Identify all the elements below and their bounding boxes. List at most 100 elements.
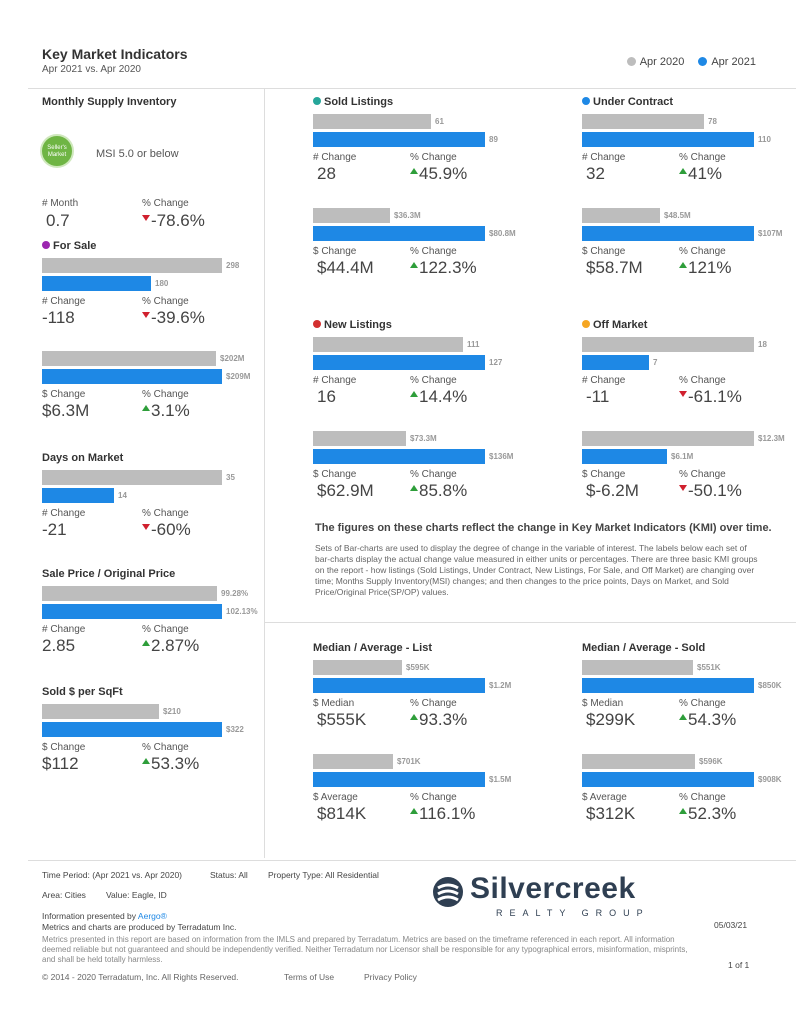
off-market-count-curr-label: 7 — [653, 358, 658, 367]
for-sale-dollars-curr-label: $209M — [226, 372, 251, 381]
for-sale-dollars-m1-label: $ Change — [42, 389, 86, 400]
legend-label: Apr 2021 — [711, 56, 756, 68]
terms-link[interactable]: Terms of Use — [284, 972, 335, 982]
down-arrow-icon — [679, 391, 687, 397]
up-arrow-icon — [410, 808, 418, 814]
sqft-title: Sold $ per SqFt — [42, 686, 123, 698]
under-contract-count-prev-bar — [582, 114, 704, 129]
for-sale-count-m1-value: -118 — [42, 308, 75, 327]
new-listings-dollars-prev-bar — [313, 431, 406, 446]
spop-title: Sale Price / Original Price — [42, 568, 176, 580]
silvercreek-logo: Silvercreek REALTY GROUP — [432, 872, 692, 922]
for-sale-count-m2-label: % Change — [142, 296, 189, 307]
for-sale-count-prev-label: 298 — [226, 261, 240, 270]
privacy-link[interactable]: Privacy Policy — [364, 972, 417, 982]
page-number: 1 of 1 — [728, 960, 750, 970]
sqft-curr-bar — [42, 722, 222, 737]
up-arrow-icon — [679, 714, 687, 720]
new-listings-dollars-prev-label: $73.3M — [410, 434, 437, 443]
sold-dollars-curr-bar — [313, 226, 485, 241]
sold-count-m2-label: % Change — [410, 152, 457, 163]
down-arrow-icon — [142, 524, 150, 530]
footer-property-type: Property Type: All Residential — [268, 870, 379, 880]
sold-dollars-curr-label: $80.8M — [489, 229, 516, 238]
list-price-median-curr-bar — [313, 678, 485, 693]
msi-change-label: % Change — [142, 198, 189, 209]
under-contract-title: Under Contract — [582, 96, 673, 108]
new-listings-dollars-m2-value: 85.8% — [410, 481, 467, 501]
list-price-average-prev-label: $701K — [397, 757, 421, 766]
dom-m1-label: # Change — [42, 508, 86, 519]
section-dot-icon — [313, 97, 321, 105]
section-dot-icon — [582, 97, 590, 105]
for-sale-count-curr-label: 180 — [155, 279, 169, 288]
report-page: Key Market Indicators Apr 2021 vs. Apr 2… — [28, 38, 796, 990]
sqft-prev-bar — [42, 704, 159, 719]
list-price-average-m2-label: % Change — [410, 792, 457, 803]
silvercreek-logo-icon — [433, 877, 463, 907]
footer-disclaimer: Metrics presented in this report are bas… — [42, 935, 688, 964]
sold-price-median-curr-label: $850K — [758, 681, 782, 690]
up-arrow-icon — [142, 758, 150, 764]
off-market-count-m1-value: -11 — [586, 387, 610, 406]
sold-price-average-m1-value: $312K — [586, 804, 636, 823]
off-market-count-m2-value: -61.1% — [679, 387, 742, 407]
under-contract-count-curr-label: 110 — [758, 135, 771, 144]
off-market-count-m1-label: # Change — [582, 375, 626, 386]
logo-name: Silvercreek — [470, 872, 636, 905]
sold-price-median-curr-bar — [582, 678, 754, 693]
new-listings-dollars-m2-label: % Change — [410, 469, 457, 480]
under-contract-count-m1-label: # Change — [582, 152, 626, 163]
list-price-average-m2-value: 116.1% — [410, 804, 475, 824]
sold-price-median-m2-value: 54.3% — [679, 710, 736, 730]
footer-produced-by: Metrics and charts are produced by Terra… — [42, 922, 237, 932]
dom-title: Days on Market — [42, 452, 124, 464]
sold-count-prev-label: 61 — [435, 117, 444, 126]
footer-presented-by: Information presented by Aergo® — [42, 911, 167, 921]
up-arrow-icon — [142, 405, 150, 411]
sqft-prev-label: $210 — [163, 707, 181, 716]
new-listings-count-curr-label: 127 — [489, 358, 503, 367]
sold-title: Sold Listings — [313, 96, 393, 108]
spop-m2-label: % Change — [142, 624, 189, 635]
sold-dollars-m2-label: % Change — [410, 246, 457, 257]
under-contract-dollars-m1-value: $58.7M — [586, 258, 643, 277]
under-contract-dollars-m1-label: $ Change — [582, 246, 626, 257]
spop-prev-label: 99.28% — [221, 589, 249, 598]
report-date: 05/03/21 — [714, 920, 748, 930]
down-arrow-icon — [142, 312, 150, 318]
up-arrow-icon — [410, 714, 418, 720]
under-contract-dollars-m2-value: 121% — [679, 258, 731, 278]
for-sale-dollars-prev-bar — [42, 351, 216, 366]
sold-count-curr-label: 89 — [489, 135, 498, 144]
msi-label: MSI 5.0 or below — [96, 148, 179, 160]
aergo-link[interactable]: Aergo® — [137, 911, 167, 921]
sold-price-average-m1-label: $ Average — [582, 792, 627, 803]
spop-curr-bar — [42, 604, 222, 619]
legend-dot — [626, 57, 636, 66]
sold-price-title: Median / Average - Sold — [582, 642, 706, 654]
new-listings-count-m2-label: % Change — [410, 375, 457, 386]
msi-title: Monthly Supply Inventory — [42, 96, 177, 108]
legend-item-curr: Apr 2021 — [698, 56, 756, 68]
for-sale-count-curr-bar — [42, 276, 151, 291]
list-price-average-curr-label: $1.5M — [489, 775, 512, 784]
new-listings-count-m1-label: # Change — [313, 375, 357, 386]
under-contract-count-m2-value: 41% — [679, 164, 722, 184]
sold-price-median-m1-label: $ Median — [582, 698, 624, 709]
new-listings-title: New Listings — [313, 319, 392, 331]
spop-m1-label: # Change — [42, 624, 86, 635]
off-market-dollars-m2-label: % Change — [679, 469, 726, 480]
section-divider — [264, 622, 796, 623]
report-title: Key Market Indicators — [42, 46, 188, 62]
new-listings-count-m2-value: 14.4% — [410, 387, 467, 407]
legend: Apr 2020 Apr 2021 — [626, 56, 756, 68]
column-divider — [264, 88, 265, 858]
legend-dot — [698, 57, 708, 66]
sold-count-m1-value: 28 — [317, 164, 336, 183]
for-sale-dollars-m2-label: % Change — [142, 389, 189, 400]
footer-value: Value: Eagle, ID — [106, 890, 167, 900]
for-sale-dollars-prev-label: $202M — [220, 354, 245, 363]
off-market-dollars-curr-bar — [582, 449, 667, 464]
sold-price-average-m2-value: 52.3% — [679, 804, 736, 824]
